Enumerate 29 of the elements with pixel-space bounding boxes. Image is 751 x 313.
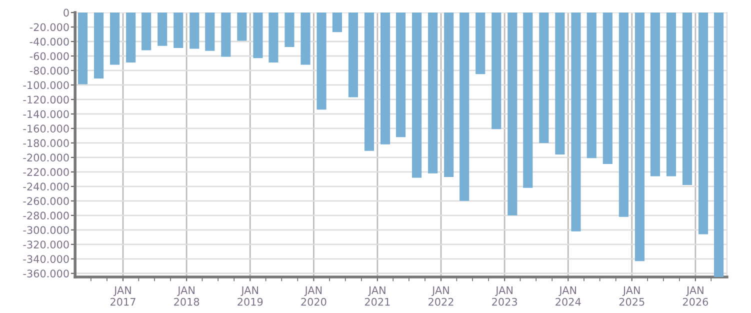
y-tick-label: -300.000 [23, 226, 69, 234]
x-tick-label: JAN 2022 [428, 286, 454, 306]
x-tick-label: JAN 2025 [619, 286, 644, 306]
y-tick-label: -260.000 [23, 197, 69, 206]
y-tick-label: -60.000 [30, 52, 69, 60]
y-tick-label: -160.000 [23, 124, 69, 133]
x-tick-label: JAN 2026 [682, 286, 708, 306]
x-tick-label: JAN 2018 [174, 286, 200, 306]
y-tick-label: 0 [64, 8, 69, 17]
x-tick-label: JAN 2017 [110, 286, 136, 306]
x-tick-label: JAN 2019 [238, 286, 263, 306]
y-tick-label: -280.000 [23, 212, 69, 220]
x-tick-label: JAN 2021 [364, 286, 390, 306]
y-tick-label: -220.000 [23, 168, 69, 176]
y-tick-label: -340.000 [23, 255, 69, 263]
y-tick-label: -40.000 [30, 38, 69, 46]
y-tick-label: -140.000 [23, 110, 69, 118]
y-tick-label: -20.000 [30, 23, 69, 32]
y-tick-label: -180.000 [23, 139, 69, 148]
y-tick-label: -100.000 [23, 81, 69, 90]
x-tick-label: JAN 2023 [492, 286, 517, 306]
x-tick-label: JAN 2020 [301, 286, 326, 306]
y-tick-label: -80.000 [30, 66, 69, 75]
y-tick-label: -240.000 [23, 182, 69, 191]
y-tick-label: -200.000 [23, 154, 69, 162]
y-tick-label: -320.000 [23, 240, 69, 249]
x-tick-label: JAN 2024 [556, 286, 581, 306]
y-tick-label: -360.000 [23, 270, 69, 278]
y-tick-label: -120.000 [23, 96, 69, 104]
